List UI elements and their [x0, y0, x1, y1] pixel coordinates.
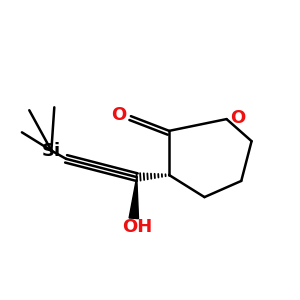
Polygon shape [129, 177, 139, 219]
Text: Si: Si [42, 142, 61, 160]
Text: OH: OH [122, 218, 153, 236]
Text: O: O [230, 109, 245, 127]
Text: O: O [111, 106, 126, 124]
